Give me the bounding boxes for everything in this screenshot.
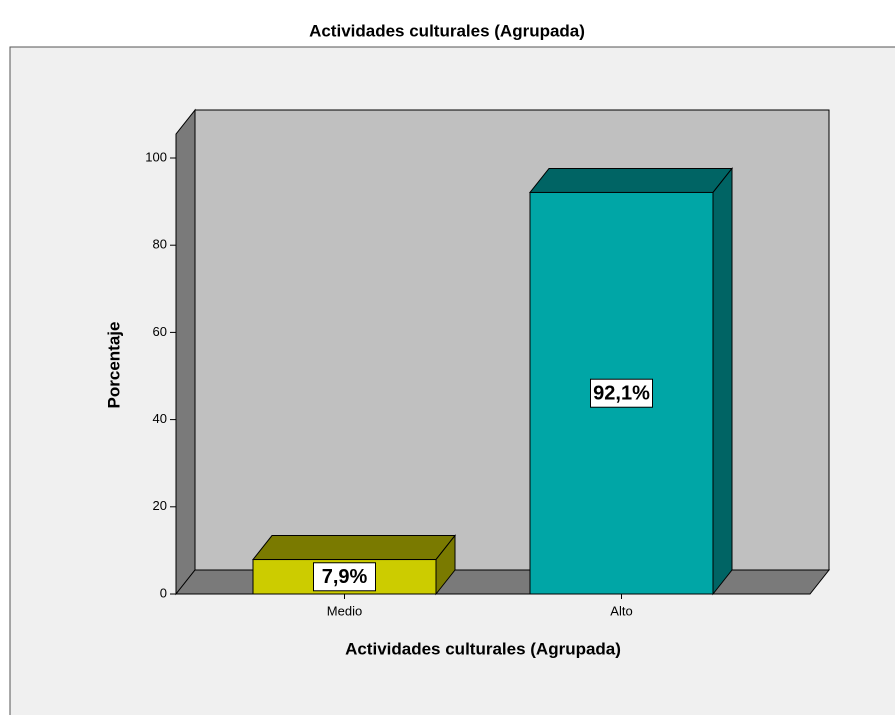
- bar-side: [712, 167, 733, 596]
- x-axis-label: Actividades culturales (Agrupada): [345, 639, 621, 658]
- y-tick-label: 100: [145, 149, 167, 164]
- y-tick-label: 80: [153, 237, 167, 252]
- bar-top: [528, 167, 734, 193]
- value-label-box: [590, 378, 653, 408]
- x-tick-label: Medio: [327, 603, 362, 618]
- side-wall: [175, 108, 196, 596]
- bar-top: [251, 535, 457, 561]
- chart-title: Actividades culturales (Agrupada): [309, 21, 585, 40]
- y-tick-label: 20: [153, 498, 167, 513]
- value-label: 92,1%: [593, 383, 650, 405]
- back-wall: [194, 109, 830, 571]
- value-label: 7,9%: [322, 566, 368, 588]
- y-axis-label: Porcentaje: [104, 322, 123, 409]
- value-label-box: [313, 562, 376, 592]
- y-tick-label: 60: [153, 324, 167, 339]
- x-tick-label: Alto: [610, 603, 632, 618]
- y-tick-label: 0: [160, 585, 167, 600]
- y-tick-label: 40: [153, 411, 167, 426]
